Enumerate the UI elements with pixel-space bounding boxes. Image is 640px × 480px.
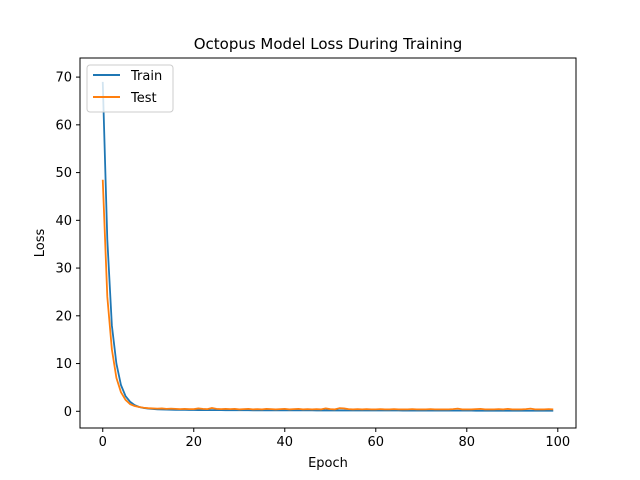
y-tick-label: 0 <box>64 405 72 420</box>
chart-title: Octopus Model Loss During Training <box>194 35 463 53</box>
x-tick-label: 80 <box>459 435 476 450</box>
legend: Train Test <box>86 64 174 113</box>
y-axis-ticks: 0 10 20 30 40 50 60 70 <box>55 71 80 420</box>
legend-label-test: Test <box>130 91 157 106</box>
x-axis-ticks: 0 20 40 60 80 100 <box>99 428 570 450</box>
x-tick-label: 40 <box>276 435 293 450</box>
y-tick-label: 40 <box>55 214 72 229</box>
legend-label-train: Train <box>130 69 162 84</box>
y-axis-label: Loss <box>33 229 48 258</box>
y-tick-label: 10 <box>55 357 72 372</box>
y-tick-label: 20 <box>55 309 72 324</box>
series-line-test <box>101 179 554 411</box>
x-axis-label: Epoch <box>308 456 348 471</box>
series-lines <box>101 81 554 412</box>
plot-frame <box>79 57 577 429</box>
series-line-train <box>101 81 554 412</box>
x-tick-label: 100 <box>545 435 570 450</box>
x-tick-label: 20 <box>185 435 202 450</box>
y-tick-label: 60 <box>55 118 72 133</box>
x-tick-label: 60 <box>368 435 385 450</box>
x-tick-label: 0 <box>99 435 107 450</box>
y-tick-label: 30 <box>55 262 72 277</box>
y-tick-label: 50 <box>55 166 72 181</box>
plot-area: 0 20 40 60 80 100 0 10 20 30 40 50 60 70 <box>55 57 577 450</box>
legend-box <box>86 64 174 113</box>
y-tick-label: 70 <box>55 71 72 86</box>
